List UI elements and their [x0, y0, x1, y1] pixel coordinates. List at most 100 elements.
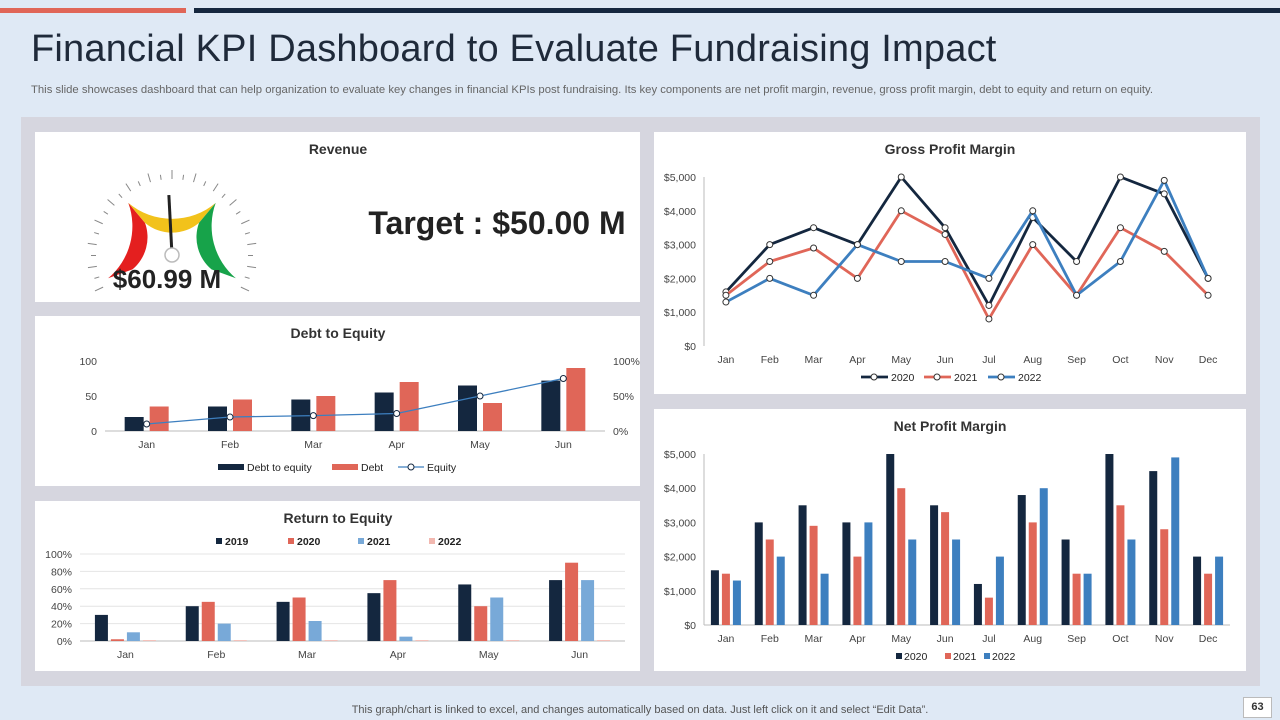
de-point-equity — [226, 413, 234, 421]
gauge-tick — [221, 193, 226, 199]
gauge-tick — [137, 181, 141, 187]
roe-y-tick-label: 0% — [57, 636, 72, 648]
npm-bar-2020 — [886, 454, 895, 625]
gauge-tick — [244, 276, 250, 279]
gpm-line-2021 — [725, 209, 1210, 321]
gpm-point-2022 — [1116, 258, 1124, 265]
de-bar-debt — [483, 403, 502, 431]
npm-bar-2021 — [984, 597, 993, 625]
gauge-tick — [94, 286, 104, 292]
npm-y-tick-label: $3,000 — [664, 517, 696, 529]
roe-bar-2020 — [201, 601, 215, 641]
gauge-tick — [94, 276, 100, 279]
debt-to-equity-chart: Debt to Equity 0 50 100 0% 50% 100% Jan Feb Mar A… — [79, 325, 640, 474]
gauge-yellow-zone — [128, 202, 216, 233]
gauge-tick — [125, 183, 132, 192]
de-legend-label-debt: Debt — [361, 462, 383, 474]
gpm-point-2022 — [1204, 274, 1212, 282]
de-legend-marker-equity — [407, 463, 415, 471]
roe-bar-2021 — [581, 580, 595, 641]
npm-bar-2020 — [842, 522, 851, 625]
gpm-point-2021 — [810, 244, 818, 252]
roe-y-tick-label: 20% — [51, 619, 72, 631]
npm-bar-2022 — [952, 539, 961, 625]
de-x-tick-label: Jun — [555, 439, 572, 451]
gpm-point-2022 — [1029, 207, 1037, 215]
roe-y-tick-label: 100% — [45, 549, 72, 561]
npm-bar-2021 — [1116, 505, 1125, 625]
roe-bar-2019 — [458, 584, 472, 641]
de-bar-debt-to-equity — [458, 385, 477, 431]
debt-to-equity-panel: Debt to Equity 0 50 100 0% 50% 100% Jan Feb Mar A… — [35, 316, 640, 486]
npm-bar-2020 — [930, 505, 939, 625]
roe-x-tick-label: Mar — [298, 649, 317, 661]
roe-legend-swatch-2021 — [358, 538, 364, 544]
de-legend-swatch-debt — [332, 464, 358, 470]
roe-legend-label-2022: 2022 — [438, 536, 462, 548]
gpm-point-2022 — [941, 258, 949, 265]
gauge-tick — [229, 199, 237, 206]
gauge-tick — [203, 181, 207, 187]
roe-bar-2020 — [292, 597, 306, 641]
de-y-tick-label: 50 — [85, 391, 97, 403]
gauge-tick — [241, 219, 250, 225]
de-y2-tick-label: 100% — [613, 356, 640, 368]
gauge-tick — [87, 265, 97, 269]
gauge-tick — [247, 265, 257, 269]
gpm-point-2021 — [1029, 241, 1037, 249]
gauge-tick — [193, 173, 197, 183]
gpm-line-2022 — [725, 178, 1210, 304]
npm-bar-2021 — [853, 556, 862, 625]
npm-bar-2022 — [1039, 488, 1048, 625]
gauge-tick — [182, 174, 185, 180]
npm-y-tick-label: $0 — [684, 620, 696, 632]
gpm-point-2022 — [897, 258, 905, 265]
gauge-tick — [94, 219, 103, 225]
return-on-equity-chart: Return to Equity 0% 20% 40% 60% 80% 100% Jan Fe… — [45, 510, 625, 661]
gpm-point-2020 — [1160, 190, 1168, 198]
de-point-equity — [143, 420, 151, 428]
roe-bar-2019 — [549, 580, 563, 641]
gpm-point-2020 — [1073, 258, 1081, 265]
gpm-x-tick-label: Mar — [805, 354, 824, 366]
gauge-tick — [235, 211, 241, 215]
gauge-tick — [107, 199, 115, 206]
npm-legend-label-2022: 2022 — [992, 651, 1016, 663]
gpm-point-2021 — [897, 207, 905, 215]
npm-x-tick-label: Sep — [1067, 633, 1086, 645]
gpm-y-tick-label: $4,000 — [664, 206, 696, 218]
revenue-panel: Revenue $60.99 M Target : $50.00 M — [35, 132, 640, 302]
npm-bar-2022 — [864, 522, 873, 625]
de-bar-debt — [233, 399, 252, 431]
gauge-tick — [247, 242, 257, 246]
roe-bar-2019 — [367, 593, 381, 641]
gpm-y-tick-label: $1,000 — [664, 307, 696, 319]
npm-bar-2020 — [1193, 556, 1202, 625]
gpm-legend-label-2022: 2022 — [1018, 372, 1042, 384]
gpm-point-2020 — [985, 301, 993, 309]
gpm-y-tick-label: $0 — [684, 341, 696, 353]
npm-bar-2021 — [1204, 573, 1213, 625]
de-x-tick-label: Mar — [304, 439, 323, 451]
gpm-point-2020 — [941, 224, 949, 232]
roe-bar-2020 — [565, 562, 579, 641]
roe-bar-2022 — [597, 640, 611, 641]
gauge-green-zone — [196, 202, 236, 279]
npm-bar-2022 — [820, 573, 829, 625]
npm-legend-swatch-2022 — [984, 653, 990, 659]
return-on-equity-panel: Return to Equity 0% 20% 40% 60% 80% 100% Jan Fe… — [35, 501, 640, 671]
gpm-x-tick-label: Jul — [982, 354, 995, 366]
npm-y-tick-label: $5,000 — [664, 449, 696, 461]
de-y2-tick-label: 0% — [613, 426, 628, 438]
de-bar-debt — [399, 382, 419, 431]
npm-bar-2022 — [1127, 539, 1136, 625]
roe-bar-2020 — [383, 580, 397, 641]
npm-bar-2020 — [1149, 471, 1158, 625]
npm-bar-2022 — [1215, 556, 1224, 625]
gauge-tick — [103, 211, 109, 215]
roe-bar-2022 — [324, 640, 338, 641]
npm-bar-2021 — [765, 539, 774, 625]
gpm-x-tick-label: Dec — [1199, 354, 1218, 366]
npm-x-tick-label: Mar — [805, 633, 824, 645]
gpm-line-2020 — [724, 175, 1210, 307]
